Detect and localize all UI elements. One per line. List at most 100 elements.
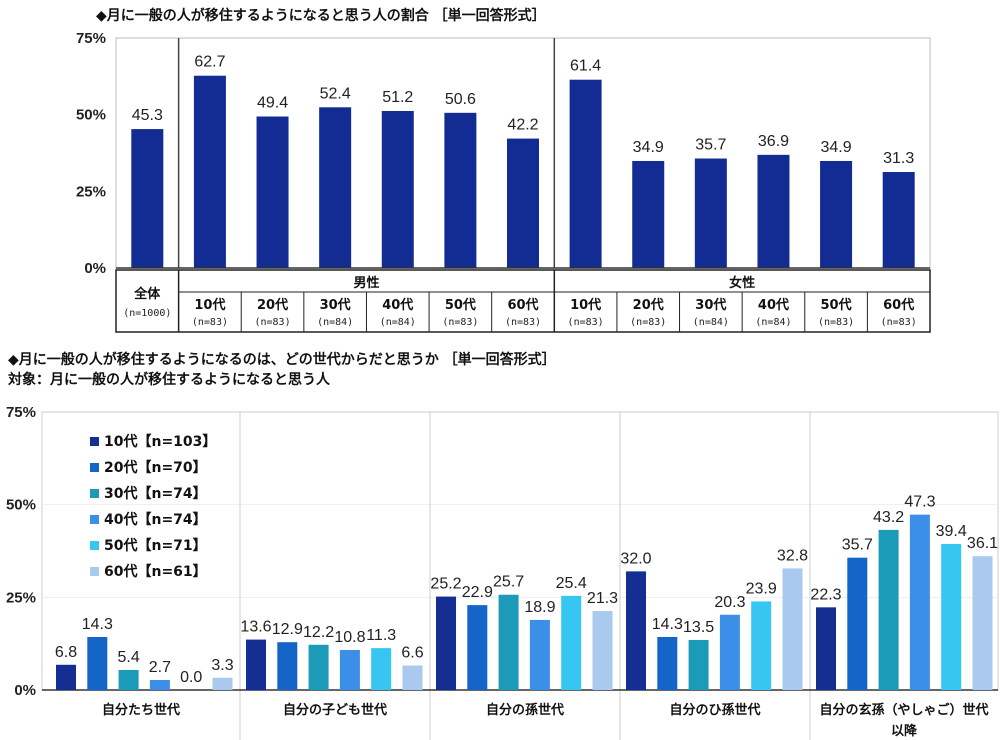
legend-swatch	[90, 489, 99, 498]
bar	[878, 529, 899, 690]
data-label: 13.5	[683, 619, 714, 636]
data-label: 34.9	[821, 139, 852, 156]
y-tick-label: 25%	[76, 183, 106, 200]
sample-size: (n=83)	[192, 317, 228, 328]
legend-label: 20代【n=70】	[104, 459, 207, 476]
bar	[816, 607, 836, 690]
bar	[882, 172, 915, 268]
category-label: 30代	[695, 297, 726, 313]
bar	[381, 110, 414, 268]
y-tick-label: 75%	[6, 404, 36, 421]
data-label: 50.6	[445, 91, 476, 108]
data-label: 36.1	[967, 535, 998, 552]
data-label: 14.3	[82, 616, 113, 633]
data-label: 13.6	[240, 619, 271, 636]
legend-label: 50代【n=71】	[104, 537, 207, 554]
data-label: 6.8	[55, 644, 77, 661]
bar	[569, 79, 602, 268]
bar	[277, 642, 298, 690]
data-label: 36.9	[758, 133, 789, 150]
bar	[149, 679, 170, 690]
group-header: 男性	[353, 275, 379, 291]
bar	[339, 649, 360, 690]
bar	[467, 605, 488, 690]
category-label: 20代	[257, 297, 288, 313]
sample-size: (n=84)	[380, 317, 416, 328]
category-label: 以降	[891, 723, 918, 739]
data-label: 11.3	[366, 627, 396, 644]
data-label: 49.4	[257, 95, 288, 112]
sample-size: (n=83)	[818, 317, 854, 328]
data-label: 47.3	[904, 494, 935, 511]
sample-size: (n=83)	[881, 317, 917, 328]
legend-swatch	[90, 567, 99, 576]
data-label: 35.7	[842, 537, 873, 554]
data-label: 22.3	[810, 586, 841, 603]
bar	[751, 601, 772, 690]
data-label: 22.9	[462, 584, 493, 601]
bar	[371, 648, 392, 690]
bar	[87, 636, 108, 690]
bar	[193, 75, 226, 268]
bar	[256, 116, 289, 268]
category-label: 60代	[507, 297, 538, 313]
bar	[529, 619, 550, 690]
chart2: 75%50%25%0%6.814.35.42.70.03.3自分たち世代13.6…	[6, 404, 999, 740]
y-tick-label: 25%	[6, 589, 36, 606]
data-label: 45.3	[132, 107, 163, 124]
data-label: 10.8	[334, 629, 365, 646]
bar	[626, 571, 646, 690]
data-label: 0.0	[180, 669, 202, 686]
category-label: 全体	[133, 286, 161, 302]
bar	[507, 138, 539, 268]
bar	[592, 611, 613, 690]
category-label: 60代	[883, 297, 914, 313]
data-label: 2.7	[149, 659, 171, 676]
data-label: 32.8	[777, 547, 808, 564]
data-label: 62.7	[194, 54, 225, 71]
legend-label: 10代【n=103】	[104, 433, 216, 450]
bar	[847, 557, 868, 690]
data-label: 21.3	[587, 590, 618, 607]
header-table	[115, 269, 931, 333]
legend-label: 60代【n=61】	[104, 563, 207, 580]
category-label: 30代	[320, 297, 351, 313]
data-label: 25.4	[556, 575, 587, 592]
chart2-title: ◆月に一般の人が移住するようになるのは、どの世代からだと思うか ［単一回答形式］	[8, 351, 556, 368]
sample-size: (n=83)	[254, 317, 290, 328]
data-label: 32.0	[620, 550, 651, 567]
data-label: 12.9	[272, 621, 303, 638]
sample-size: (n=83)	[568, 317, 604, 328]
sample-size: (n=84)	[317, 317, 353, 328]
data-label: 5.4	[117, 649, 139, 666]
bar	[131, 129, 164, 268]
bar	[632, 160, 665, 268]
data-label: 43.2	[873, 509, 904, 526]
category-label: 10代	[570, 297, 601, 313]
category-label: 40代	[758, 297, 789, 313]
category-label: 20代	[633, 297, 664, 313]
y-tick-label: 50%	[6, 497, 36, 514]
y-tick-label: 0%	[84, 260, 106, 277]
data-label: 34.9	[633, 139, 664, 156]
bar	[212, 677, 233, 690]
legend-label: 40代【n=74】	[104, 511, 207, 528]
chart1-title: ◆月に一般の人が移住するようになると思う人の割合 ［単一回答形式］	[96, 7, 546, 24]
bar	[56, 664, 76, 690]
sample-size: (n=84)	[755, 317, 791, 328]
bar	[820, 160, 853, 268]
bar	[402, 665, 423, 690]
category-label: 自分の子ども世代	[283, 702, 387, 718]
bar	[719, 614, 740, 690]
y-tick-label: 50%	[76, 107, 106, 124]
sample-size: (n=83)	[630, 317, 666, 328]
data-label: 35.7	[695, 137, 726, 154]
bar	[972, 556, 993, 690]
bar	[694, 158, 727, 268]
category-label: 10代	[194, 297, 225, 313]
bar	[308, 644, 329, 690]
bar	[688, 639, 709, 690]
data-label: 12.2	[303, 624, 334, 641]
bar	[657, 636, 678, 690]
